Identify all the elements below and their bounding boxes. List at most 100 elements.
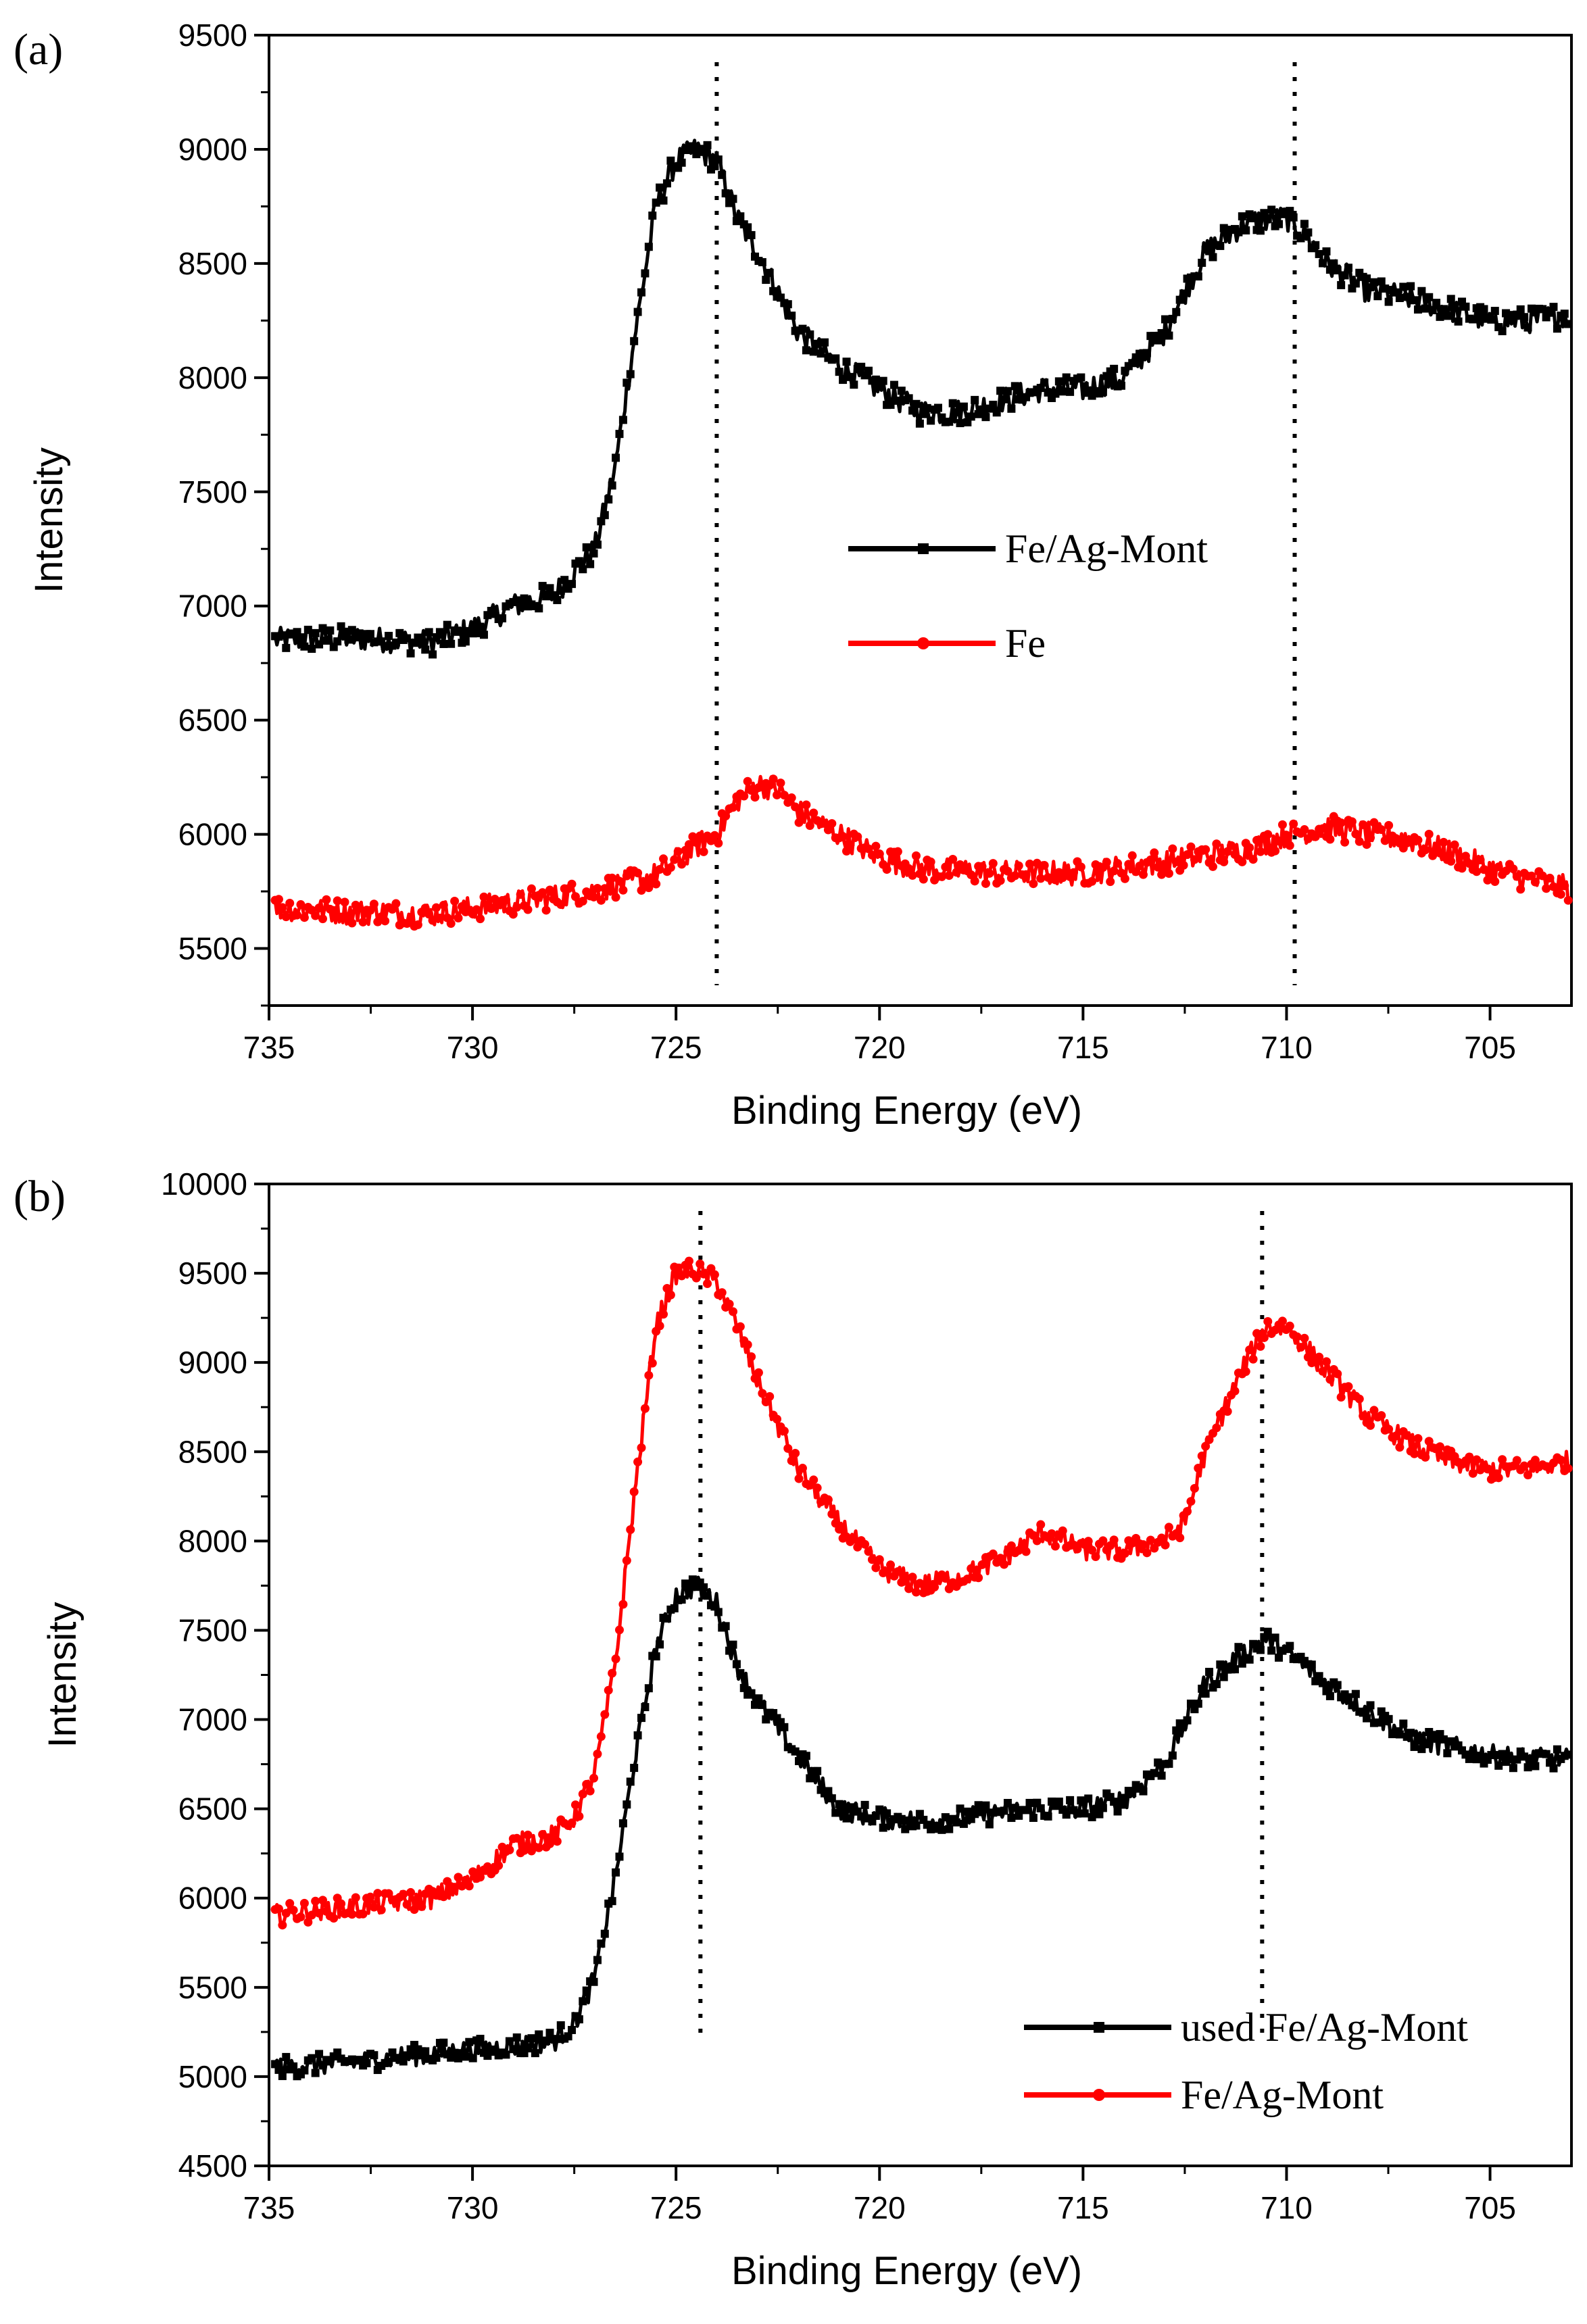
data-point xyxy=(754,1368,763,1377)
data-point xyxy=(779,1427,789,1436)
data-point xyxy=(780,1723,789,1731)
data-point xyxy=(1054,1798,1063,1806)
data-point xyxy=(941,1813,950,1822)
data-point xyxy=(1205,1668,1214,1677)
data-point xyxy=(1443,1749,1452,1758)
data-point xyxy=(1208,253,1217,262)
data-point xyxy=(981,1801,990,1810)
data-point xyxy=(1560,310,1569,318)
data-point xyxy=(904,394,913,403)
data-point xyxy=(1007,404,1016,413)
data-point xyxy=(897,387,906,395)
data-point xyxy=(1117,381,1125,390)
data-point xyxy=(933,403,942,412)
data-point xyxy=(670,1604,679,1612)
data-point xyxy=(575,1812,584,1821)
data-point xyxy=(435,914,445,923)
data-point xyxy=(1120,1549,1129,1558)
data-point xyxy=(670,855,679,864)
data-point xyxy=(1120,874,1129,883)
data-point xyxy=(1538,305,1547,314)
data-point xyxy=(729,195,737,203)
data-point xyxy=(1564,1750,1573,1759)
data-point xyxy=(600,511,609,520)
data-point xyxy=(776,778,785,788)
data-point xyxy=(908,870,917,880)
data-point xyxy=(1168,844,1177,854)
data-point xyxy=(421,645,430,654)
data-point xyxy=(1277,1316,1287,1326)
data-point xyxy=(1373,292,1382,301)
data-point xyxy=(944,871,954,881)
data-point xyxy=(1256,847,1265,856)
data-point xyxy=(703,1591,712,1600)
data-point xyxy=(410,1905,419,1914)
data-point xyxy=(1263,1627,1272,1636)
data-point xyxy=(1395,1443,1405,1452)
data-point xyxy=(1032,858,1042,868)
data-point xyxy=(505,1845,514,1854)
data-point xyxy=(1186,842,1196,851)
data-point xyxy=(417,638,426,647)
data-point xyxy=(308,645,316,653)
data-point xyxy=(1230,1386,1240,1395)
data-point xyxy=(1077,373,1085,382)
data-point xyxy=(1421,845,1430,855)
y-tick-label: 8000 xyxy=(178,1523,247,1558)
data-point xyxy=(523,1830,533,1839)
data-point xyxy=(1153,862,1163,872)
data-point xyxy=(809,347,818,356)
data-point xyxy=(1322,247,1331,256)
data-point xyxy=(644,243,653,251)
data-point xyxy=(545,584,554,593)
data-point xyxy=(1106,877,1115,887)
data-point xyxy=(1461,302,1470,311)
data-point xyxy=(450,1883,460,1892)
data-point xyxy=(659,1310,668,1319)
y-tick-label: 9500 xyxy=(178,1256,247,1291)
data-point xyxy=(341,627,349,636)
data-point xyxy=(1117,1800,1125,1809)
data-point xyxy=(962,1574,972,1583)
data-point xyxy=(677,1596,686,1604)
data-point xyxy=(900,1577,910,1586)
data-point xyxy=(612,453,620,462)
data-point xyxy=(608,1668,617,1678)
data-point xyxy=(652,1652,660,1661)
panel-label: (b) xyxy=(14,1172,66,1221)
y-axis-title: Intensity xyxy=(27,447,71,593)
data-point xyxy=(1363,274,1371,283)
data-point xyxy=(1351,1689,1360,1698)
data-point xyxy=(765,1392,775,1402)
series-fe xyxy=(270,774,1573,931)
data-point xyxy=(1047,1529,1056,1539)
data-point xyxy=(1292,1332,1302,1341)
data-point xyxy=(1275,220,1284,228)
data-point xyxy=(461,637,470,646)
series-line xyxy=(273,1575,1570,2078)
data-point xyxy=(684,840,693,849)
data-point xyxy=(743,1340,752,1350)
data-point xyxy=(1439,837,1448,847)
data-point xyxy=(369,899,379,909)
data-point xyxy=(1472,867,1482,876)
data-point xyxy=(1154,1758,1163,1767)
data-point xyxy=(1084,1794,1093,1803)
data-point xyxy=(454,627,463,636)
data-point xyxy=(883,1809,892,1818)
data-point xyxy=(978,1808,987,1816)
data-point xyxy=(977,1560,987,1569)
data-point xyxy=(612,1868,620,1877)
data-point xyxy=(454,914,463,923)
data-point xyxy=(893,1567,902,1577)
data-point xyxy=(369,1902,379,1912)
data-point xyxy=(278,2072,287,2081)
data-point xyxy=(648,212,657,220)
data-point xyxy=(593,884,602,893)
data-point xyxy=(677,860,687,869)
data-point xyxy=(293,910,302,920)
data-point xyxy=(1138,1540,1148,1550)
x-tick-label: 720 xyxy=(854,2190,906,2225)
data-point xyxy=(721,812,731,821)
data-point xyxy=(1139,1787,1148,1796)
